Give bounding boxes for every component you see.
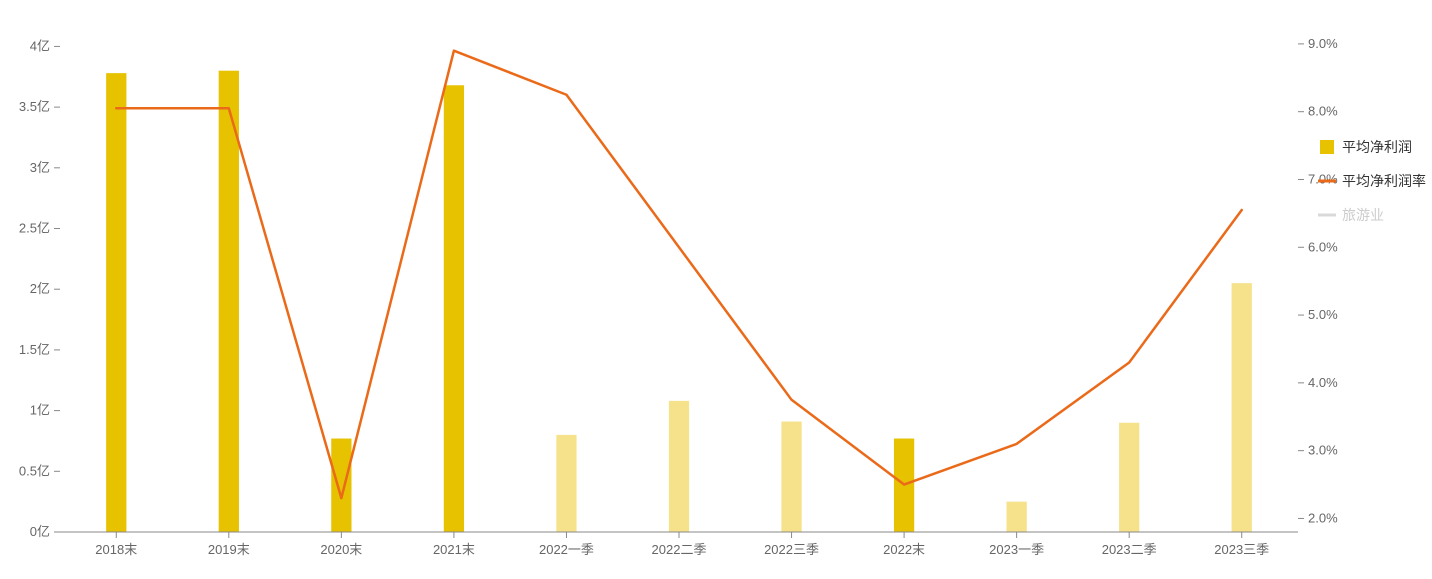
y-right-tick-label: 9.0%	[1308, 36, 1338, 51]
x-tick-label: 2022二季	[652, 542, 707, 557]
y-left-tick-label: 0亿	[30, 524, 50, 539]
y-left-tick-label: 3.5亿	[19, 99, 50, 114]
bar	[669, 401, 689, 532]
legend-label: 平均净利润率	[1342, 173, 1426, 189]
x-tick-label: 2022末	[883, 542, 925, 557]
x-tick-label: 2018末	[95, 542, 137, 557]
y-left-tick-label: 3亿	[30, 160, 50, 175]
y-left-tick-label: 4亿	[30, 38, 50, 53]
x-tick-label: 2020末	[320, 542, 362, 557]
y-right-tick-label: 7.0%	[1308, 171, 1338, 186]
bar	[219, 71, 239, 532]
chart-svg: 0亿 0.5亿 1亿 1.5亿 2亿 2.5亿 3亿 3.5亿 4亿 2.0% 3.0% 4.0% 5.…	[0, 0, 1432, 579]
x-tick-label: 2021末	[433, 542, 475, 557]
x-tick-label: 2022三季	[764, 542, 819, 557]
y-right-tick-label: 5.0%	[1308, 307, 1338, 322]
bar	[106, 73, 126, 532]
bar	[444, 85, 464, 532]
y-left-tick-label: 2亿	[30, 281, 50, 296]
legend-swatch	[1320, 140, 1334, 154]
y-right-tick-label: 3.0%	[1308, 443, 1338, 458]
bar	[1007, 502, 1027, 532]
y-right-tick-label: 2.0%	[1308, 510, 1338, 525]
y-left-tick-label: 0.5亿	[19, 463, 50, 478]
x-tick-label: 2023一季	[989, 542, 1044, 557]
bar	[331, 439, 351, 532]
y-right-tick-label: 6.0%	[1308, 239, 1338, 254]
legend-label: 旅游业	[1342, 207, 1384, 223]
y-left-tick-label: 1.5亿	[19, 342, 50, 357]
x-tick-label: 2023三季	[1214, 542, 1269, 557]
legend-label: 平均净利润	[1342, 139, 1412, 155]
combo-chart: 0亿 0.5亿 1亿 1.5亿 2亿 2.5亿 3亿 3.5亿 4亿 2.0% 3.0% 4.0% 5.…	[0, 0, 1432, 579]
y-right-tick-label: 4.0%	[1308, 375, 1338, 390]
x-tick-label: 2022一季	[539, 542, 594, 557]
x-tick-label: 2023二季	[1102, 542, 1157, 557]
bar	[556, 435, 576, 532]
bar	[1232, 283, 1252, 532]
bar	[781, 422, 801, 532]
y-left-tick-label: 2.5亿	[19, 221, 50, 236]
x-tick-label: 2019末	[208, 542, 250, 557]
y-left-tick-label: 1亿	[30, 403, 50, 418]
bar	[1119, 423, 1139, 532]
y-right-tick-label: 8.0%	[1308, 104, 1338, 119]
